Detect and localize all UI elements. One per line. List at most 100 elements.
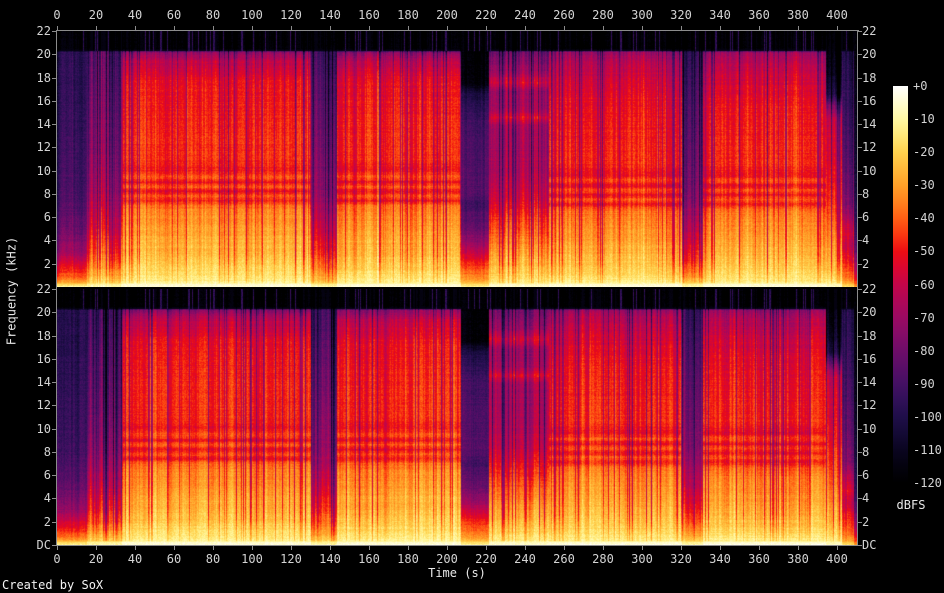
x-tick-label-top: 280: [592, 8, 614, 22]
x-tick-top: [447, 26, 448, 30]
colorbar-tick-label: -110: [913, 443, 942, 457]
x-tick-top: [330, 26, 331, 30]
x-tick-bottom: [96, 546, 97, 550]
x-tick-label-bottom: 240: [514, 552, 536, 566]
x-tick-label-bottom: 140: [319, 552, 341, 566]
colorbar-gradient: [893, 86, 908, 483]
y-tick-left: [52, 429, 56, 430]
y-tick-right: [858, 312, 862, 313]
x-tick-label-top: 380: [787, 8, 809, 22]
y-tick-right: [858, 124, 862, 125]
x-tick-label-bottom: 280: [592, 552, 614, 566]
x-tick-bottom: [252, 546, 253, 550]
x-tick-label-top: 160: [358, 8, 380, 22]
y-tick-left: [52, 147, 56, 148]
y-tick-left: [52, 78, 56, 79]
x-tick-bottom: [330, 546, 331, 550]
y-tick-left: [52, 101, 56, 102]
x-tick-bottom: [564, 546, 565, 550]
y-tick-label-right: 20: [862, 305, 877, 319]
y-tick-right: [858, 359, 862, 360]
y-tick-label-left: 2: [43, 515, 51, 529]
y-tick-left: [52, 264, 56, 265]
x-tick-label-top: 200: [436, 8, 458, 22]
x-tick-bottom: [408, 546, 409, 550]
x-axis-title: Time (s): [428, 566, 486, 580]
x-tick-label-bottom: 60: [166, 552, 182, 566]
y-tick-right: [858, 475, 862, 476]
spectrogram-channel-1: [57, 31, 857, 287]
y-tick-right: [858, 545, 862, 546]
y-tick-label-right: 8: [862, 187, 870, 201]
x-tick-top: [408, 26, 409, 30]
x-tick-top: [681, 26, 682, 30]
y-tick-label-left: 4: [43, 491, 51, 505]
y-tick-label-right: 4: [862, 491, 870, 505]
y-tick-left: [52, 240, 56, 241]
x-tick-top: [564, 26, 565, 30]
x-tick-top: [798, 26, 799, 30]
y-tick-label-right: 20: [862, 47, 877, 61]
y-tick-label-left: 18: [36, 329, 51, 343]
x-tick-bottom: [837, 546, 838, 550]
right-axis-line: [857, 30, 858, 546]
y-tick-label-right: 14: [862, 117, 877, 131]
x-tick-label-top: 0: [53, 8, 61, 22]
x-tick-label-bottom: 360: [748, 552, 770, 566]
y-tick-right: [858, 522, 862, 523]
x-tick-label-bottom: 400: [826, 552, 848, 566]
x-tick-top: [252, 26, 253, 30]
x-tick-top: [213, 26, 214, 30]
x-tick-bottom: [486, 546, 487, 550]
y-tick-left: [52, 312, 56, 313]
y-tick-label-left: 16: [36, 352, 51, 366]
x-tick-label-top: 240: [514, 8, 536, 22]
y-tick-left: [52, 359, 56, 360]
y-tick-label-right: 8: [862, 445, 870, 459]
colorbar-tick-label: -120: [913, 476, 942, 490]
y-tick-right: [858, 31, 862, 32]
x-tick-bottom: [369, 546, 370, 550]
y-tick-label-left: 16: [36, 94, 51, 108]
y-tick-left: [52, 289, 56, 290]
x-tick-label-top: 40: [127, 8, 143, 22]
x-tick-bottom: [603, 546, 604, 550]
colorbar-tick-label: -40: [913, 211, 935, 225]
credit-text: Created by SoX: [2, 578, 104, 592]
y-tick-label-right: 22: [862, 24, 877, 38]
y-tick-label-right: 6: [862, 468, 870, 482]
y-tick-left: [52, 498, 56, 499]
colorbar-tick-label: -70: [913, 311, 935, 325]
y-tick-left: [52, 217, 56, 218]
x-tick-top: [759, 26, 760, 30]
x-tick-top: [603, 26, 604, 30]
y-tick-left: [52, 475, 56, 476]
x-tick-top: [291, 26, 292, 30]
top-axis-line: [56, 30, 859, 31]
y-tick-right: [858, 171, 862, 172]
y-tick-label-right: 16: [862, 352, 877, 366]
y-tick-label-right: 16: [862, 94, 877, 108]
y-tick-label-left: 14: [36, 375, 51, 389]
y-tick-label-left: 22: [36, 282, 51, 296]
y-tick-label-left: 20: [36, 305, 51, 319]
y-tick-label-left: 20: [36, 47, 51, 61]
x-tick-top: [57, 26, 58, 30]
y-tick-label-right: DC: [862, 538, 877, 552]
x-tick-bottom: [798, 546, 799, 550]
x-tick-label-top: 260: [553, 8, 575, 22]
x-tick-bottom: [642, 546, 643, 550]
colorbar-tick-label: +0: [913, 79, 928, 93]
colorbar-tick-label: -30: [913, 178, 935, 192]
y-tick-label-right: 12: [862, 140, 877, 154]
y-tick-label-right: 18: [862, 71, 877, 85]
x-tick-label-bottom: 220: [475, 552, 497, 566]
x-tick-label-bottom: 380: [787, 552, 809, 566]
y-tick-right: [858, 78, 862, 79]
y-tick-right: [858, 101, 862, 102]
x-tick-bottom: [720, 546, 721, 550]
x-tick-top: [720, 26, 721, 30]
x-tick-bottom: [135, 546, 136, 550]
y-tick-right: [858, 429, 862, 430]
